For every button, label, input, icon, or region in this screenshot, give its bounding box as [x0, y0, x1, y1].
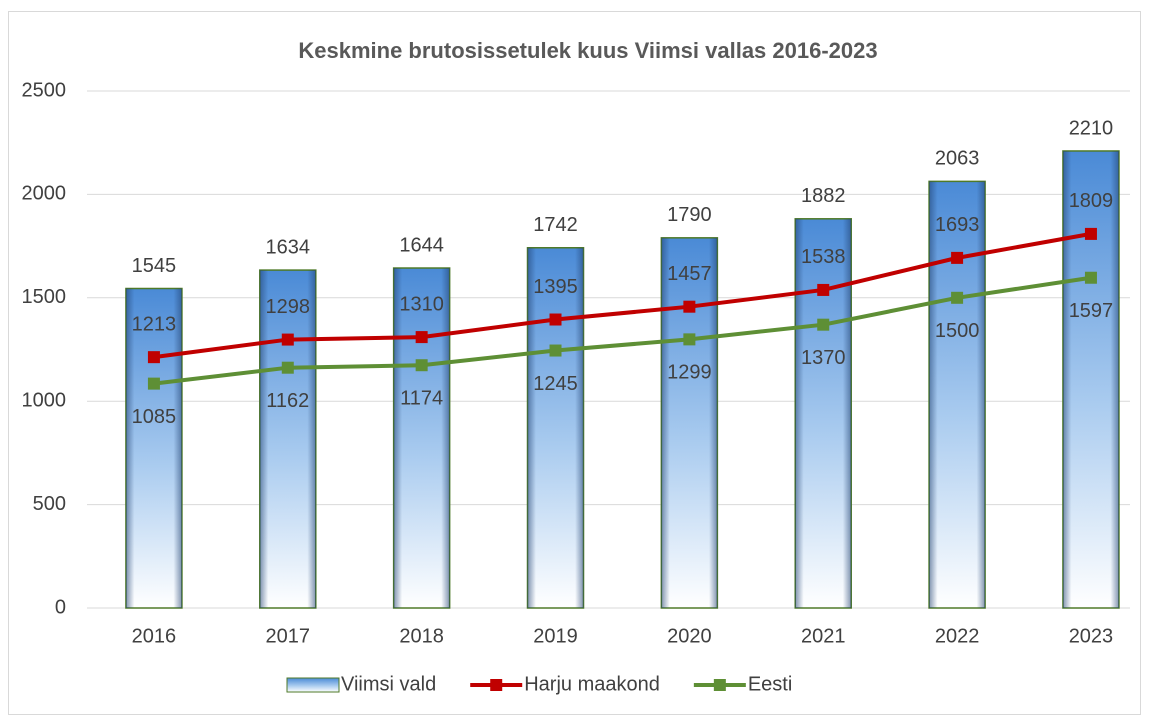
x-tick-label: 2022 [935, 625, 980, 647]
data-label: 2063 [935, 148, 980, 170]
marker [281, 333, 294, 346]
data-label: 1162 [266, 390, 309, 412]
x-tick-label: 2016 [132, 625, 177, 647]
x-tick-label: 2018 [399, 625, 444, 647]
legend-marker [713, 679, 726, 691]
marker [147, 351, 160, 364]
data-label: 1790 [667, 204, 712, 226]
bar-shade [929, 181, 986, 609]
y-tick-label: 500 [33, 493, 66, 515]
data-label: 1085 [132, 406, 177, 428]
data-label: 2210 [1069, 117, 1114, 139]
bar-shade [795, 218, 852, 608]
y-tick-label: 0 [55, 596, 66, 618]
data-label: 1693 [935, 214, 980, 236]
x-tick-label: 2017 [266, 625, 311, 647]
legend-label: Viimsi vald [341, 673, 436, 695]
marker [415, 359, 428, 372]
data-label: 1370 [801, 347, 846, 369]
data-label: 1809 [1069, 190, 1114, 212]
marker [817, 283, 830, 296]
marker [549, 313, 562, 326]
y-tick-label: 1000 [22, 389, 67, 411]
line [153, 275, 1092, 386]
x-tick-label: 2023 [1069, 625, 1114, 647]
data-label: 1545 [132, 255, 177, 277]
marker [147, 377, 160, 390]
data-label: 1644 [399, 234, 444, 256]
y-tick-label: 2500 [22, 79, 67, 101]
data-label: 1538 [801, 246, 846, 268]
data-label: 1742 [533, 214, 578, 236]
legend-label: Harju maakond [524, 673, 660, 695]
y-tick-label: 1500 [22, 286, 67, 308]
x-tick-label: 2019 [533, 625, 578, 647]
marker [683, 300, 696, 313]
marker [415, 331, 428, 344]
data-label: 1310 [399, 293, 444, 315]
marker [1084, 227, 1097, 240]
chart-border [8, 11, 1141, 715]
x-tick-label: 2021 [801, 625, 846, 647]
data-label: 1395 [533, 276, 578, 298]
data-label: 1500 [935, 320, 980, 342]
legend-swatch [286, 677, 340, 693]
legend-label: Eesti [748, 673, 792, 695]
bar-shade [527, 247, 584, 608]
marker [281, 361, 294, 374]
marker [817, 318, 830, 331]
data-label: 1597 [1069, 300, 1114, 322]
bar-shade [661, 237, 718, 608]
bar-shade [1062, 150, 1119, 609]
marker [951, 291, 964, 304]
data-label: 1299 [667, 362, 712, 384]
data-label: 1245 [533, 373, 578, 395]
bar-shade [125, 288, 182, 608]
data-label: 1298 [266, 296, 311, 318]
chart-title: Keskmine brutosissetulek kuus Viimsi val… [298, 38, 877, 63]
data-label: 1213 [132, 313, 177, 335]
bar-shade [259, 270, 316, 608]
data-label: 1457 [667, 263, 712, 285]
y-tick-label: 2000 [22, 183, 67, 205]
marker [549, 344, 562, 357]
x-tick-label: 2020 [667, 625, 712, 647]
marker [951, 251, 964, 264]
data-label: 1634 [266, 236, 311, 258]
legend-marker [490, 679, 503, 691]
line [153, 231, 1092, 360]
marker [1084, 271, 1097, 284]
bar-shade [393, 268, 450, 608]
marker [683, 333, 696, 346]
data-label: 1174 [400, 387, 443, 409]
data-label: 1882 [801, 185, 846, 207]
